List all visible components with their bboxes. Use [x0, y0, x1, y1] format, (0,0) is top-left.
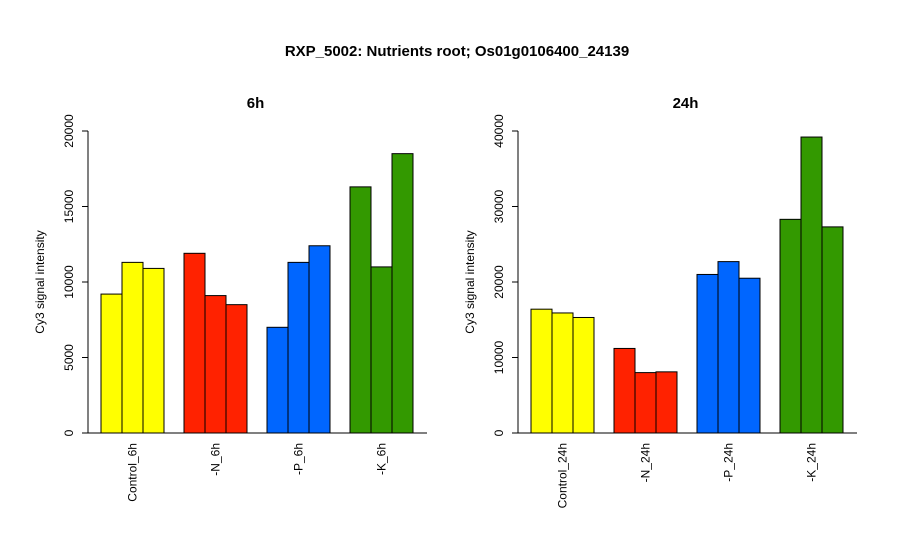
y-tick-label: 10000 — [492, 340, 506, 374]
bar--P_24h-rep1 — [696, 273, 719, 434]
y-tick-label: 5000 — [62, 344, 76, 371]
y-tick-label: 15000 — [62, 189, 76, 223]
y-axis-label: Cy3 signal intensity — [33, 230, 47, 333]
panel-24h: 24h 0 10000 20000 30000 40000 Cy3 signal inten… — [463, 95, 857, 508]
panel-title: 24h — [673, 95, 699, 112]
x-category-label: -P_6h — [292, 443, 306, 475]
bar--P_6h-rep2 — [287, 261, 310, 434]
bar--K_24h-rep3 — [821, 226, 844, 434]
y-axis-label: Cy3 signal intensity — [463, 230, 477, 333]
x-category-label: -K_24h — [805, 443, 819, 482]
bar-Control_6h-rep2 — [121, 261, 144, 434]
y-tick-label: 40000 — [492, 114, 506, 148]
y-tick-label: 30000 — [492, 189, 506, 223]
bar--K_6h-rep3 — [391, 153, 414, 434]
bar--P_24h-rep2 — [717, 261, 740, 434]
panel-title: 6h — [247, 95, 265, 112]
bar-Control_24h-rep1 — [530, 308, 553, 434]
bar--N_24h-rep3 — [655, 371, 678, 434]
bar--K_24h-rep1 — [779, 218, 802, 434]
x-category-label: Control_24h — [556, 443, 570, 508]
bar--N_24h-rep2 — [634, 372, 657, 434]
x-category-label: Control_6h — [126, 443, 140, 502]
bar--K_6h-rep2 — [370, 266, 393, 434]
panel-6h: 6h 0 5000 10000 15000 20000 Cy3 signal intensi… — [33, 95, 427, 502]
y-tick-label: 20000 — [62, 114, 76, 148]
y-tick-label: 0 — [492, 429, 506, 436]
bar-Control_6h-rep1 — [100, 293, 123, 434]
bar-Control_24h-rep3 — [572, 316, 595, 434]
y-tick-label: 10000 — [62, 265, 76, 299]
x-category-label: -N_6h — [209, 443, 223, 476]
x-category-label: -N_24h — [639, 443, 653, 482]
bar--P_24h-rep3 — [738, 277, 761, 434]
y-tick-label: 20000 — [492, 265, 506, 299]
bar-Control_6h-rep3 — [142, 267, 165, 434]
bar--P_6h-rep3 — [308, 245, 331, 434]
bar--N_6h-rep1 — [183, 252, 206, 434]
chart-title: RXP_5002: Nutrients root; Os01g0106400_2… — [285, 43, 629, 60]
bar--P_6h-rep1 — [266, 326, 289, 434]
x-category-label: -K_6h — [375, 443, 389, 475]
bar--N_6h-rep3 — [225, 304, 248, 434]
bar-Control_24h-rep2 — [551, 312, 574, 434]
x-category-label: -P_24h — [722, 443, 736, 482]
bar--K_6h-rep1 — [349, 186, 372, 434]
bar--K_24h-rep2 — [800, 136, 823, 434]
bar--N_24h-rep1 — [613, 347, 636, 434]
y-tick-label: 0 — [62, 429, 76, 436]
bar--N_6h-rep2 — [204, 295, 227, 434]
